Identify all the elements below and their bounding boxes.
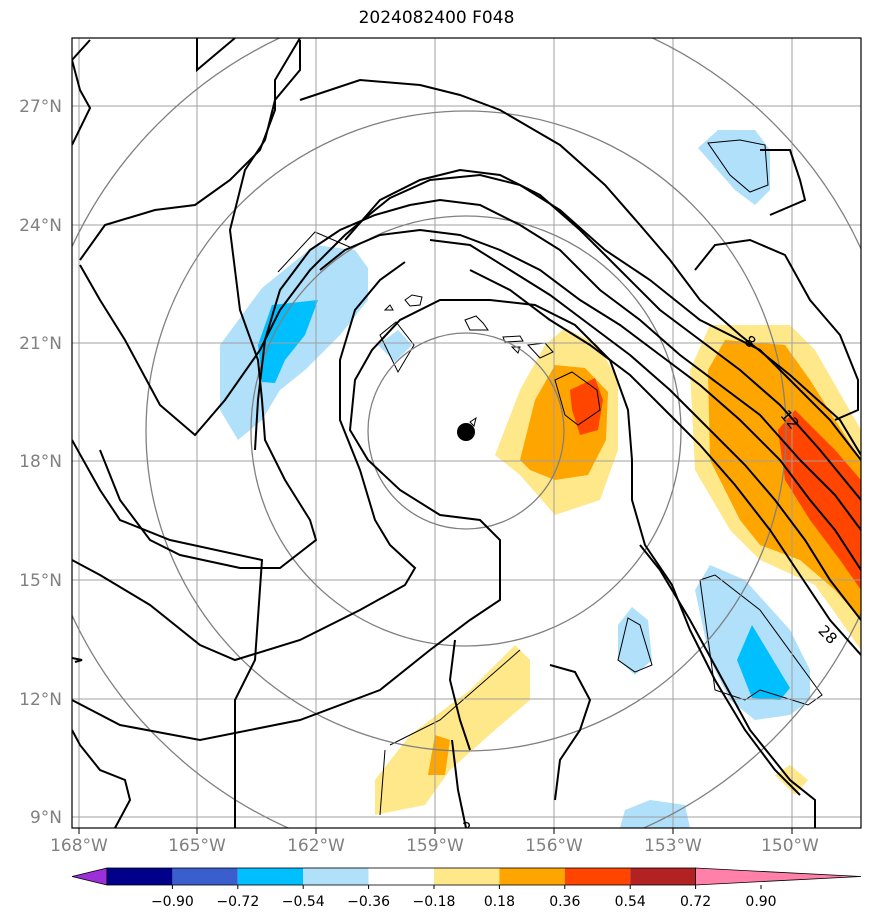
lon-label: 168°W xyxy=(50,836,108,856)
lon-label: 159°W xyxy=(406,836,464,856)
lon-label: 153°W xyxy=(644,836,702,856)
lon-label: 156°W xyxy=(525,836,583,856)
colorbar-swatch xyxy=(368,868,434,885)
colorbar-tick-label: 0.18 xyxy=(484,894,515,910)
map-plot-area: 8 12 28 2 xyxy=(72,38,861,837)
storm-center-dot xyxy=(457,423,475,441)
lat-label: 21°N xyxy=(19,334,62,354)
lon-label: 162°W xyxy=(287,836,345,856)
lat-label: 24°N xyxy=(19,216,62,236)
colorbar-tick-label: −0.54 xyxy=(282,894,325,910)
colorbar-tick-label: −0.72 xyxy=(216,894,259,910)
lon-label: 165°W xyxy=(168,836,226,856)
contour-lines xyxy=(72,38,861,828)
lat-label: 9°N xyxy=(30,808,62,828)
latitude-labels: 27°N 24°N 21°N 18°N 15°N 12°N 9°N xyxy=(19,97,62,828)
colorbar-swatch xyxy=(172,868,238,885)
colorbar-swatch xyxy=(564,868,631,885)
colorbar-swatch xyxy=(303,868,369,885)
longitude-labels: 168°W 165°W 162°W 159°W 156°W 153°W 150°… xyxy=(50,836,819,856)
graticule xyxy=(72,38,861,828)
lat-label: 12°N xyxy=(19,690,62,710)
plot-frame xyxy=(71,37,862,829)
contour-label-2: 2 xyxy=(462,819,472,837)
colorbar-swatch xyxy=(434,868,500,885)
lat-label: 18°N xyxy=(19,452,62,472)
colorbar-tick-label: 0.72 xyxy=(680,894,711,910)
coastlines xyxy=(277,139,823,816)
colorbar-swatch xyxy=(499,868,565,885)
range-rings xyxy=(72,38,861,828)
colorbar-tick-label: 0.36 xyxy=(549,894,580,910)
colorbar-swatch xyxy=(237,868,304,885)
colorbar-extend-low xyxy=(71,867,108,886)
colorbar-tick-label: 0.90 xyxy=(745,894,776,910)
lat-label: 27°N xyxy=(19,97,62,117)
lon-label: 150°W xyxy=(761,836,819,856)
colorbar-tick-label: −0.90 xyxy=(151,894,194,910)
colorbar-tick-label: 0.54 xyxy=(615,894,646,910)
contour-label-28: 28 xyxy=(815,622,841,648)
colorbar-swatch xyxy=(630,868,696,885)
colorbar-tick-label: −0.36 xyxy=(347,894,390,910)
axis-ticks xyxy=(78,828,793,834)
colorbar-frame xyxy=(106,867,696,886)
colorbar-extend-high xyxy=(695,867,862,886)
lat-label: 15°N xyxy=(19,571,62,591)
map-title: 2024082400 F048 xyxy=(358,8,515,28)
colorbar: −0.90 −0.72 −0.54 −0.36 −0.18 0.18 0.36 0.54 0.7… xyxy=(71,867,862,910)
colorbar-tick-label: −0.18 xyxy=(413,894,456,910)
colorbar-swatch xyxy=(107,868,173,885)
